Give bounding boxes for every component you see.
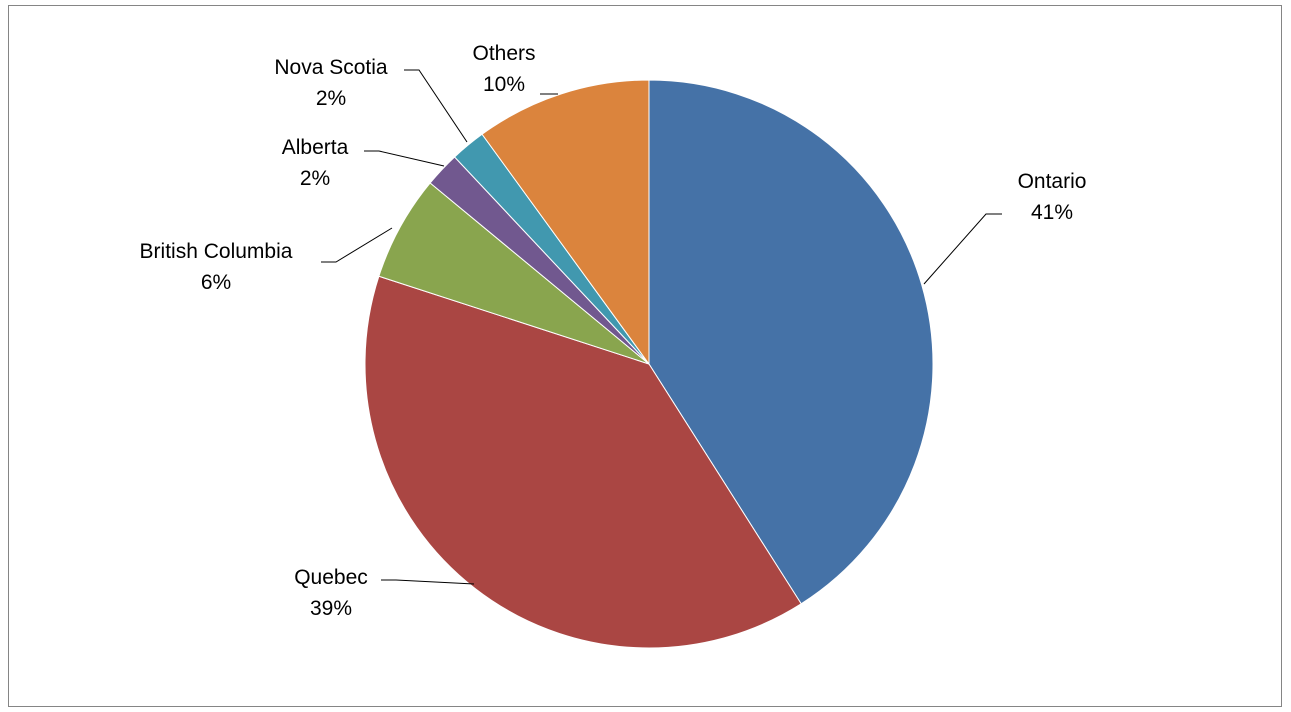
slice-name-ontario: Ontario	[1018, 170, 1087, 193]
slice-name-others: Others	[472, 42, 535, 65]
leader-line-alberta	[364, 150, 445, 167]
slice-name-quebec: Quebec	[294, 566, 368, 589]
pie-slice-quebec	[364, 275, 802, 649]
pie-slice-ontario	[648, 79, 934, 605]
leader-line-nova-scotia	[404, 69, 468, 143]
slice-percent-british-columbia: 6%	[201, 271, 231, 294]
slice-percent-nova-scotia: 2%	[316, 87, 346, 110]
pie-slice-others	[481, 79, 650, 366]
slice-percent-others: 10%	[483, 73, 525, 96]
leader-line-quebec	[381, 579, 475, 585]
leader-line-british-columbia	[321, 227, 393, 263]
slice-name-alberta: Alberta	[282, 136, 349, 159]
pie-slices	[364, 79, 934, 649]
slice-percent-quebec: 39%	[310, 597, 352, 620]
slice-percent-ontario: 41%	[1031, 201, 1073, 224]
leader-line-ontario	[923, 213, 1002, 285]
slice-labels: Ontario 41% Quebec 39% British Columbia 6% Alb…	[140, 42, 1087, 620]
slice-percent-alberta: 2%	[300, 167, 330, 190]
slice-name-british-columbia: British Columbia	[140, 240, 293, 263]
leader-lines	[321, 69, 1002, 585]
slice-name-nova-scotia: Nova Scotia	[274, 56, 388, 79]
